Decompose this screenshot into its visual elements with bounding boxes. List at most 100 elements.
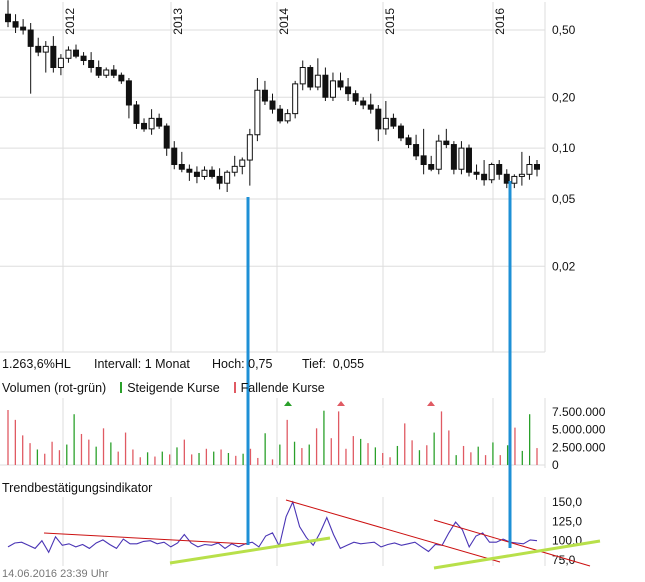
candle-body — [284, 113, 291, 122]
candle-body — [80, 55, 87, 61]
candle-body — [496, 164, 503, 175]
support-line-left — [169, 536, 331, 565]
candle-body — [193, 171, 200, 177]
trend-indicator-series — [7, 500, 538, 554]
candle-body — [277, 108, 284, 122]
indicator-tick-label: 125,0 — [552, 514, 582, 528]
candle-body — [503, 173, 510, 184]
x-axis-tick-labels: 2012 2013 2014 2015 2016 — [63, 8, 507, 35]
falling-marker-icon — [233, 382, 236, 393]
candle-body — [125, 80, 132, 106]
candle-body — [261, 89, 268, 102]
indicator-title: Trendbestätigungsindikator — [2, 481, 153, 495]
candle-body — [35, 45, 42, 53]
candlestick-series — [5, 0, 540, 193]
candle-body — [42, 45, 49, 53]
candle-body — [329, 80, 336, 98]
candle-body — [171, 147, 178, 166]
rising-marker-icon — [120, 382, 123, 393]
candle-body — [322, 74, 329, 98]
y-axis-tick-labels: 0,50 0,20 0,10 0,05 0,02 — [552, 23, 576, 273]
candle-body — [450, 144, 457, 170]
candle-body — [95, 66, 102, 76]
indicator-tick-label: 150,0 — [552, 495, 582, 509]
candle-body — [50, 45, 57, 68]
candle-body — [27, 29, 34, 47]
x-tick-label: 2013 — [171, 8, 185, 35]
high-value: Hoch: 0,75 — [212, 357, 273, 371]
resistance-line-right — [433, 519, 591, 567]
candle-body — [246, 134, 253, 161]
candle-body — [314, 74, 321, 88]
resistance-line-middle — [285, 499, 501, 563]
legend-falling: Fallende Kurse — [240, 381, 325, 395]
interval-label: Intervall: 1 Monat — [94, 357, 190, 371]
candle-body — [216, 175, 223, 184]
candle-body — [345, 86, 352, 95]
candle-body — [231, 165, 238, 173]
candle-body — [443, 140, 450, 146]
candle-body — [511, 175, 518, 184]
indicator-line — [7, 500, 538, 554]
candle-body — [534, 164, 540, 170]
candle-body — [465, 147, 472, 173]
y-tick-label: 0,50 — [552, 23, 576, 37]
indicator-tick-label: 75,0 — [552, 553, 576, 567]
candle-body — [428, 164, 435, 170]
candle-body — [103, 69, 110, 76]
candle-body — [390, 117, 397, 127]
volume-legend: Volumen (rot-grün) Steigende Kurse Fallend… — [2, 381, 325, 395]
candle-body — [156, 117, 163, 127]
candle-body — [269, 100, 276, 110]
candle-body — [405, 137, 412, 146]
candle-body — [307, 66, 314, 88]
candle-body — [148, 117, 155, 130]
candle-body — [5, 13, 11, 23]
volume-title: Volumen (rot-grün) — [2, 381, 107, 395]
volume-overflow-arrow-icon — [284, 401, 292, 406]
y-tick-label: 0,02 — [552, 259, 576, 273]
y-tick-label: 0,20 — [552, 90, 576, 104]
candle-body — [367, 104, 374, 110]
candle-body — [110, 69, 117, 76]
candle-body — [254, 89, 261, 136]
candle-body — [420, 155, 427, 166]
candle-body — [65, 49, 72, 59]
candle-body — [458, 147, 465, 170]
candle-body — [352, 93, 359, 102]
volume-overflow-arrow-icon — [427, 401, 435, 406]
annotation-overlay — [43, 181, 601, 570]
volume-overflow-arrow-icon — [337, 401, 345, 406]
x-tick-label: 2016 — [493, 8, 507, 35]
candle-body — [413, 144, 420, 157]
volume-tick-label: 7.500.000 — [552, 405, 606, 419]
candle-body — [299, 66, 306, 85]
candle-body — [201, 169, 208, 177]
x-tick-label: 2012 — [63, 8, 77, 35]
candle-body — [526, 164, 533, 175]
candle-body — [292, 83, 299, 115]
candle-body — [375, 108, 382, 130]
low-value: Tief: 0,055 — [302, 357, 365, 371]
candle-body — [133, 104, 140, 124]
timestamp: 14.06.2016 23:39 Uhr — [2, 568, 109, 580]
candle-body — [163, 125, 170, 149]
volume-bars — [7, 401, 538, 465]
x-tick-label: 2014 — [277, 8, 291, 35]
candle-body — [12, 21, 19, 28]
volume-y-tick-labels: 7.500.000 5.000.000 2.500.000 0 — [552, 405, 606, 472]
candle-body — [481, 173, 488, 181]
candle-body — [435, 140, 442, 170]
candle-body — [186, 168, 193, 173]
volume-tick-label: 0 — [552, 458, 559, 472]
candle-body — [224, 171, 231, 184]
x-tick-label: 2015 — [383, 8, 397, 35]
resistance-line-left — [43, 532, 249, 545]
candle-body — [239, 159, 246, 167]
candle-body — [141, 122, 148, 130]
volume-tick-label: 2.500.000 — [552, 440, 606, 454]
candle-body — [73, 49, 80, 57]
change-percent: 1.263,6%HL — [2, 357, 71, 371]
volume-tick-label: 5.000.000 — [552, 423, 606, 437]
